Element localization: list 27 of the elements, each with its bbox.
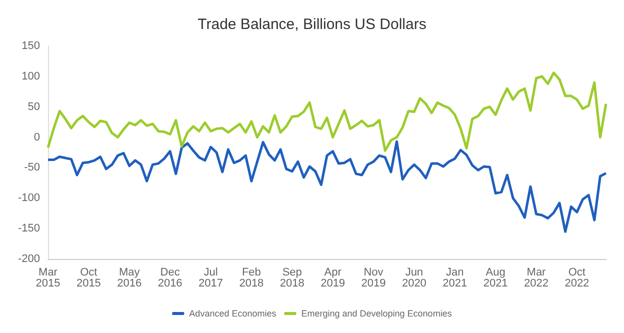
x-tick-label: Jul 2017 (198, 266, 223, 290)
x-tick-label: May 2016 (117, 266, 142, 290)
y-tick-label: 0 (34, 131, 40, 144)
x-tick-label: Aug 2021 (483, 266, 508, 290)
x-tick-label: Feb 2018 (239, 266, 264, 290)
legend-label: Advanced Economies (189, 308, 277, 318)
x-tick-label: Apr 2019 (320, 266, 346, 290)
x-tick-label: Oct 2015 (76, 266, 101, 290)
x-tick-label: Dec 2016 (158, 266, 182, 290)
x-tick-label: Mar 2015 (36, 266, 60, 290)
y-tick-label: -200 (18, 253, 40, 265)
y-tick-label: -150 (18, 222, 40, 235)
chart-title: Trade Balance, Billions US Dollars (198, 16, 426, 33)
x-tick-label: Jan 2021 (442, 266, 468, 290)
x-tick-label: Oct 2022 (564, 266, 590, 290)
y-tick-label: 150 (22, 40, 40, 52)
x-tick-label: Jun 2020 (402, 266, 426, 290)
x-tick-label: Sep 2018 (280, 266, 304, 290)
y-tick-label: 100 (22, 70, 40, 82)
x-tick-label: Nov 2019 (361, 266, 386, 290)
y-tick-label: -100 (18, 192, 40, 204)
x-tick-label: Mar 2022 (524, 266, 548, 290)
y-tick-label: -50 (24, 162, 40, 174)
legend-label: Emerging and Developing Economies (301, 308, 452, 318)
y-tick-label: 50 (28, 100, 40, 113)
line-series (46, 72, 608, 152)
line-series (46, 140, 608, 233)
